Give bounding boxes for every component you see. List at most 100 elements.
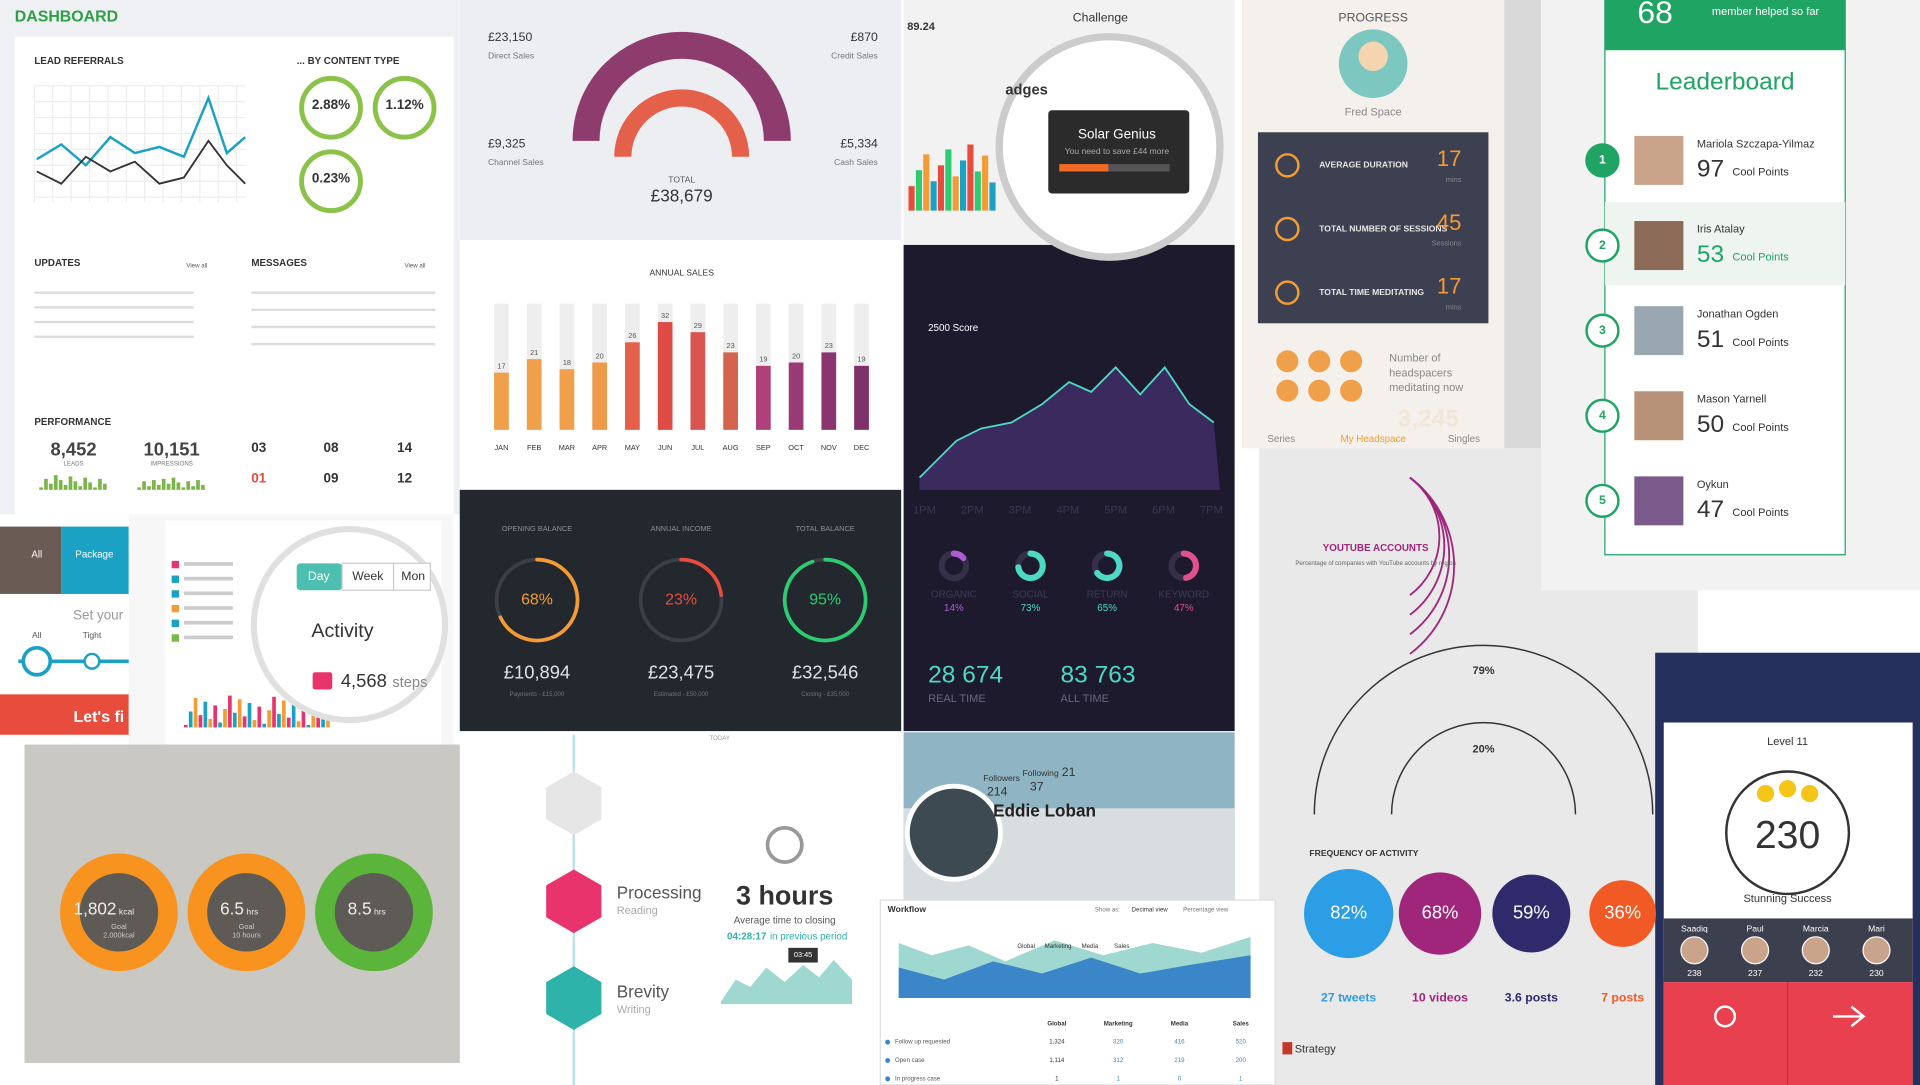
text-line [183,620,233,625]
label: All [32,630,42,640]
gauge-arc [679,557,724,597]
x-tick-label: MAR [559,443,575,452]
label: Jonathan Ogden [1697,309,1779,321]
label: 59% [1513,901,1550,922]
label: Mason Yarnell [1697,394,1766,406]
circle [372,75,437,140]
avatar [1634,476,1684,526]
data-label: 18 [563,358,571,367]
label: 1 [1599,153,1606,167]
label: Global [1047,1020,1066,1027]
label: 7 posts [1601,990,1644,1004]
label: mins [1446,302,1462,311]
area [919,367,1220,490]
label: 09 [324,470,339,485]
line [36,94,247,168]
label: 7PM [1200,505,1223,517]
label: Average time to closing [734,915,836,926]
label: Open case [895,1057,925,1064]
bar [723,352,738,430]
headspacer [1308,350,1331,373]
bullet [885,1058,891,1063]
headspacer [1308,379,1331,402]
bubble [1398,872,1482,955]
label: View all [186,262,207,269]
label: 1,324 [1049,1039,1065,1046]
label: Singles [1448,434,1480,445]
legend-dot [171,575,180,583]
label: KEYWORD [1158,590,1209,601]
mini-bar [208,718,213,728]
label: £5,334 [840,137,878,151]
popup [1048,110,1190,194]
ring-arc [1015,550,1046,582]
headspacer [1276,379,1299,402]
label: 97 [1697,156,1724,183]
label: 8,452 [51,439,97,460]
label: 14% [944,603,964,614]
label: 12 [397,470,412,485]
label: Percentage view [1183,906,1229,913]
star [1801,784,1819,803]
label: 3 hours [736,881,833,911]
text-line [183,591,233,596]
mini-bar [967,144,974,211]
circle [299,149,363,214]
label: Sales [1114,943,1129,950]
label: 2.88% [312,97,350,112]
clock [765,825,804,864]
avatar [1740,936,1770,965]
label: Followers [983,773,1020,783]
label: ANNUAL SALES [649,267,714,277]
label: member helped so far [1712,6,1820,18]
mini-bar [203,701,208,728]
bar [755,365,771,430]
gauge-arc [782,557,868,643]
logo [1282,1042,1293,1055]
label: UPDATES [34,258,81,269]
slider-stop [83,652,101,670]
line [36,139,246,185]
bar [526,359,542,430]
decoration [1832,1005,1866,1028]
label: Package [75,549,114,560]
label: £38,679 [651,186,713,206]
label: Cool Points [1732,252,1789,264]
spark-bar [147,486,151,490]
spark-bar [191,486,195,490]
label: Paul [1747,924,1764,934]
label: 8.5 [348,898,372,918]
label: 230 [1869,968,1884,978]
bar [854,365,869,430]
gauge-arc [498,557,580,643]
label: Credit Sales [831,51,878,61]
label: 36% [1604,901,1641,922]
label: TODAY [709,735,729,742]
label: TOTAL [668,174,695,184]
label: 230 [1755,814,1820,857]
label: Series [1267,434,1295,445]
label: View all [405,262,426,269]
bullet [885,1039,891,1045]
strip [1504,0,1542,449]
label: 2PM [961,505,984,517]
spark-bar [161,478,166,490]
mini-bar [193,698,198,728]
label: 312 [1113,1057,1124,1064]
headspacer [1276,350,1299,373]
label: Fred Space [1345,107,1402,119]
text-line [34,291,194,294]
progress-fill [1059,164,1109,172]
label: 5PM [1104,505,1127,517]
label: hrs [246,907,258,917]
label: 53 [1697,241,1724,268]
bar [592,362,608,430]
data-label: 20 [792,351,800,360]
rank-badge [1585,313,1620,348]
label: kcal [119,907,134,917]
label: 79% [1472,665,1494,677]
label: 0 [1178,1075,1182,1082]
label: 47 [1697,496,1724,523]
spark-bar [102,483,107,490]
text-line [251,291,436,294]
